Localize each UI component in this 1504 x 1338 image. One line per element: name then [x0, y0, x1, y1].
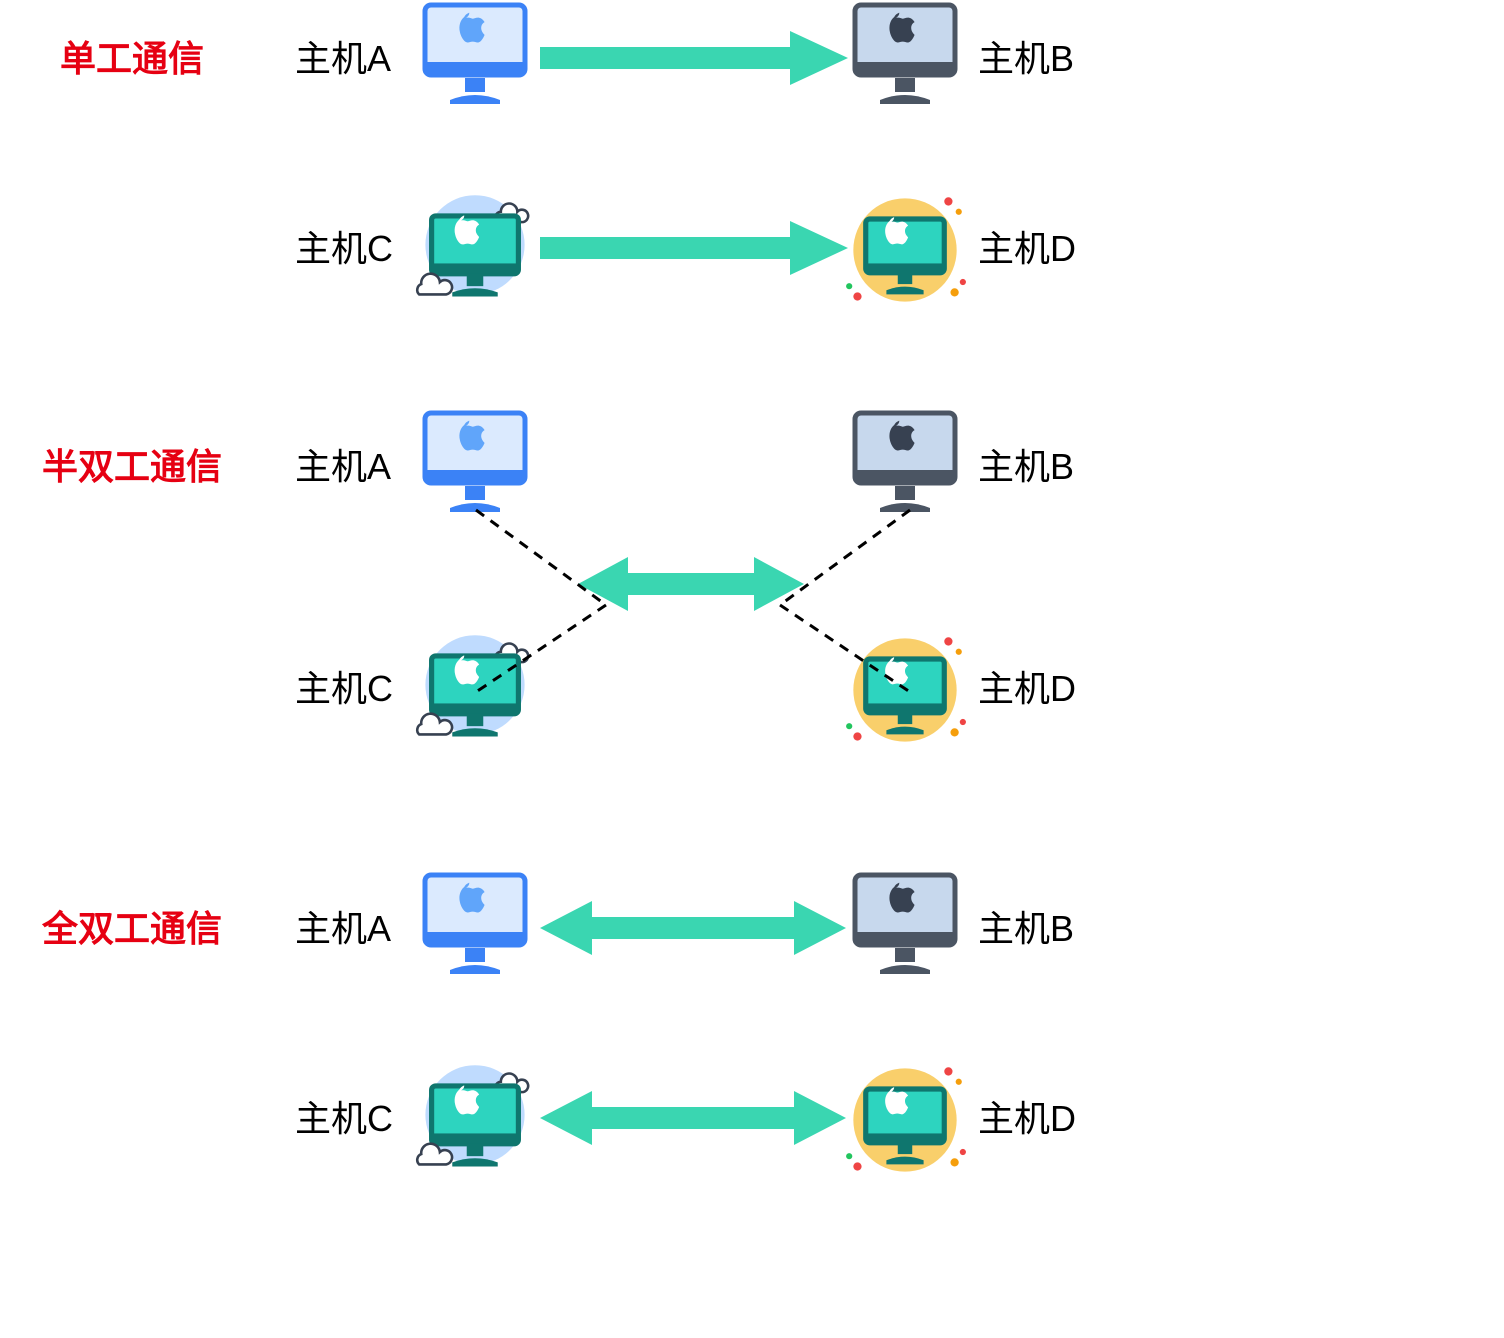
label-host-a: 主机A	[295, 900, 391, 952]
computer-icon	[420, 0, 530, 110]
arrow-right-icon	[540, 218, 850, 278]
label-host-d: 主机D	[978, 1090, 1076, 1142]
arrow-double-icon	[538, 898, 848, 958]
label-host-c: 主机C	[295, 220, 393, 272]
label-host-c: 主机C	[295, 660, 393, 712]
computer-icon	[843, 1058, 967, 1182]
label-host-c: 主机C	[295, 1090, 393, 1142]
label-host-d: 主机D	[978, 220, 1076, 272]
label-host-b: 主机B	[978, 30, 1074, 82]
computer-icon	[413, 1058, 537, 1182]
computer-icon	[850, 0, 960, 110]
arrow-right-icon	[540, 28, 850, 88]
computer-icon	[420, 870, 530, 980]
computer-icon	[413, 188, 537, 312]
label-host-b: 主机B	[978, 900, 1074, 952]
label-host-a: 主机A	[295, 30, 391, 82]
arrow-double-icon	[538, 1088, 848, 1148]
title-half-duplex: 半双工通信	[42, 438, 222, 490]
label-host-b: 主机B	[978, 438, 1074, 490]
title-full-duplex: 全双工通信	[42, 900, 222, 952]
label-host-d: 主机D	[978, 660, 1076, 712]
computer-icon	[850, 870, 960, 980]
label-host-a: 主机A	[295, 438, 391, 490]
computer-icon	[843, 188, 967, 312]
title-simplex: 单工通信	[60, 30, 204, 82]
dashed-connector	[460, 480, 920, 710]
